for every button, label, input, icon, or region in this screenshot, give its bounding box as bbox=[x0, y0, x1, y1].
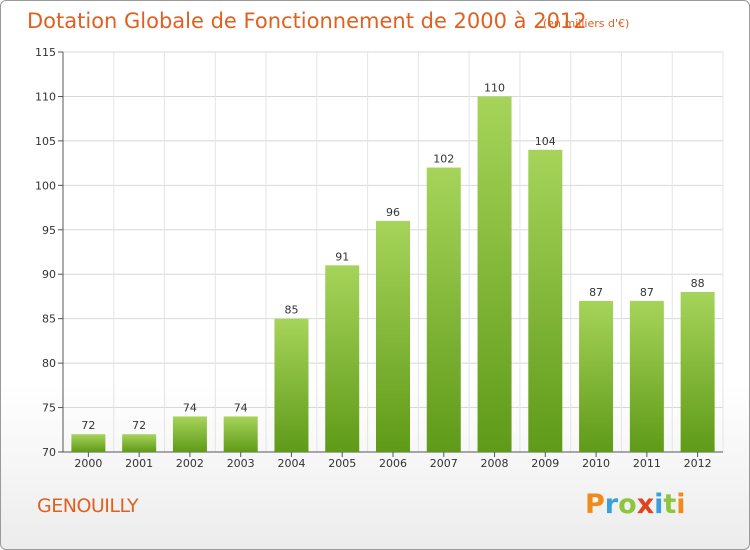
commune-name: GENOUILLY bbox=[37, 495, 139, 517]
bars bbox=[71, 96, 715, 453]
y-tick-label: 85 bbox=[42, 313, 56, 326]
x-tick-label-2007: 2007 bbox=[430, 457, 458, 470]
value-label-2006: 96 bbox=[386, 206, 400, 219]
y-tick-label: 90 bbox=[42, 268, 56, 281]
y-tick-label: 70 bbox=[42, 446, 56, 459]
value-label-2001: 72 bbox=[132, 419, 146, 432]
bar-2003 bbox=[223, 416, 258, 452]
y-tick-label: 80 bbox=[42, 357, 56, 370]
bar-2002 bbox=[172, 416, 207, 452]
value-label-2002: 74 bbox=[183, 401, 197, 414]
bar-2005 bbox=[325, 265, 360, 452]
x-tick-label-2005: 2005 bbox=[328, 457, 356, 470]
y-tick-label: 75 bbox=[42, 402, 56, 415]
logo-letter: o bbox=[618, 489, 637, 520]
value-label-2008: 110 bbox=[484, 81, 505, 94]
bar-2004 bbox=[274, 318, 309, 452]
x-tick-label-2011: 2011 bbox=[633, 457, 661, 470]
bar-2001 bbox=[122, 434, 157, 452]
y-tick-label: 100 bbox=[35, 179, 56, 192]
value-label-2003: 74 bbox=[234, 401, 248, 414]
logo-letter: x bbox=[636, 489, 655, 520]
y-tick-label: 105 bbox=[35, 135, 56, 148]
bar-2011 bbox=[629, 300, 664, 452]
x-tick-label-2002: 2002 bbox=[176, 457, 204, 470]
logo-letter: i bbox=[676, 489, 686, 520]
x-tick-label-2008: 2008 bbox=[481, 457, 509, 470]
bar-2007 bbox=[426, 167, 461, 453]
bar-2006 bbox=[376, 220, 410, 452]
bar-2008 bbox=[477, 96, 512, 452]
value-label-2005: 91 bbox=[335, 250, 349, 263]
proxiti-logo: Proxiti bbox=[585, 489, 686, 520]
labels: 70 75 80 85 90 95 100 105 110 115 72 2000 72 2001 74 20… bbox=[35, 46, 712, 470]
x-tick-label-2006: 2006 bbox=[379, 457, 407, 470]
logo-letter: r bbox=[604, 489, 619, 520]
x-tick-label-2010: 2010 bbox=[582, 457, 610, 470]
value-label-2012: 88 bbox=[691, 277, 705, 290]
value-label-2000: 72 bbox=[81, 419, 95, 432]
value-label-2009: 104 bbox=[535, 135, 556, 148]
bar-2010 bbox=[579, 300, 614, 452]
x-tick-label-2000: 2000 bbox=[74, 457, 102, 470]
y-tick-label: 95 bbox=[42, 224, 56, 237]
logo-letter: i bbox=[654, 489, 664, 520]
value-label-2011: 87 bbox=[640, 286, 654, 299]
y-tick-label: 110 bbox=[35, 90, 56, 103]
x-tick-label-2001: 2001 bbox=[125, 457, 153, 470]
chart-unit-label: (en milliers d'€) bbox=[543, 17, 630, 30]
x-tick-label-2003: 2003 bbox=[227, 457, 255, 470]
logo-letter: P bbox=[585, 489, 605, 520]
y-tick-label: 115 bbox=[35, 46, 56, 59]
x-tick-label-2009: 2009 bbox=[531, 457, 559, 470]
x-tick-label-2004: 2004 bbox=[277, 457, 305, 470]
value-label-2010: 87 bbox=[589, 286, 603, 299]
x-tick-label-2012: 2012 bbox=[684, 457, 712, 470]
logo-letter: t bbox=[663, 489, 677, 520]
value-label-2007: 102 bbox=[433, 153, 454, 166]
bar-2000 bbox=[71, 434, 106, 452]
chart-title: Dotation Globale de Fonctionnement de 20… bbox=[27, 9, 587, 33]
value-label-2004: 85 bbox=[284, 304, 298, 317]
bar-2009 bbox=[528, 149, 563, 452]
bar-2012 bbox=[680, 292, 715, 452]
